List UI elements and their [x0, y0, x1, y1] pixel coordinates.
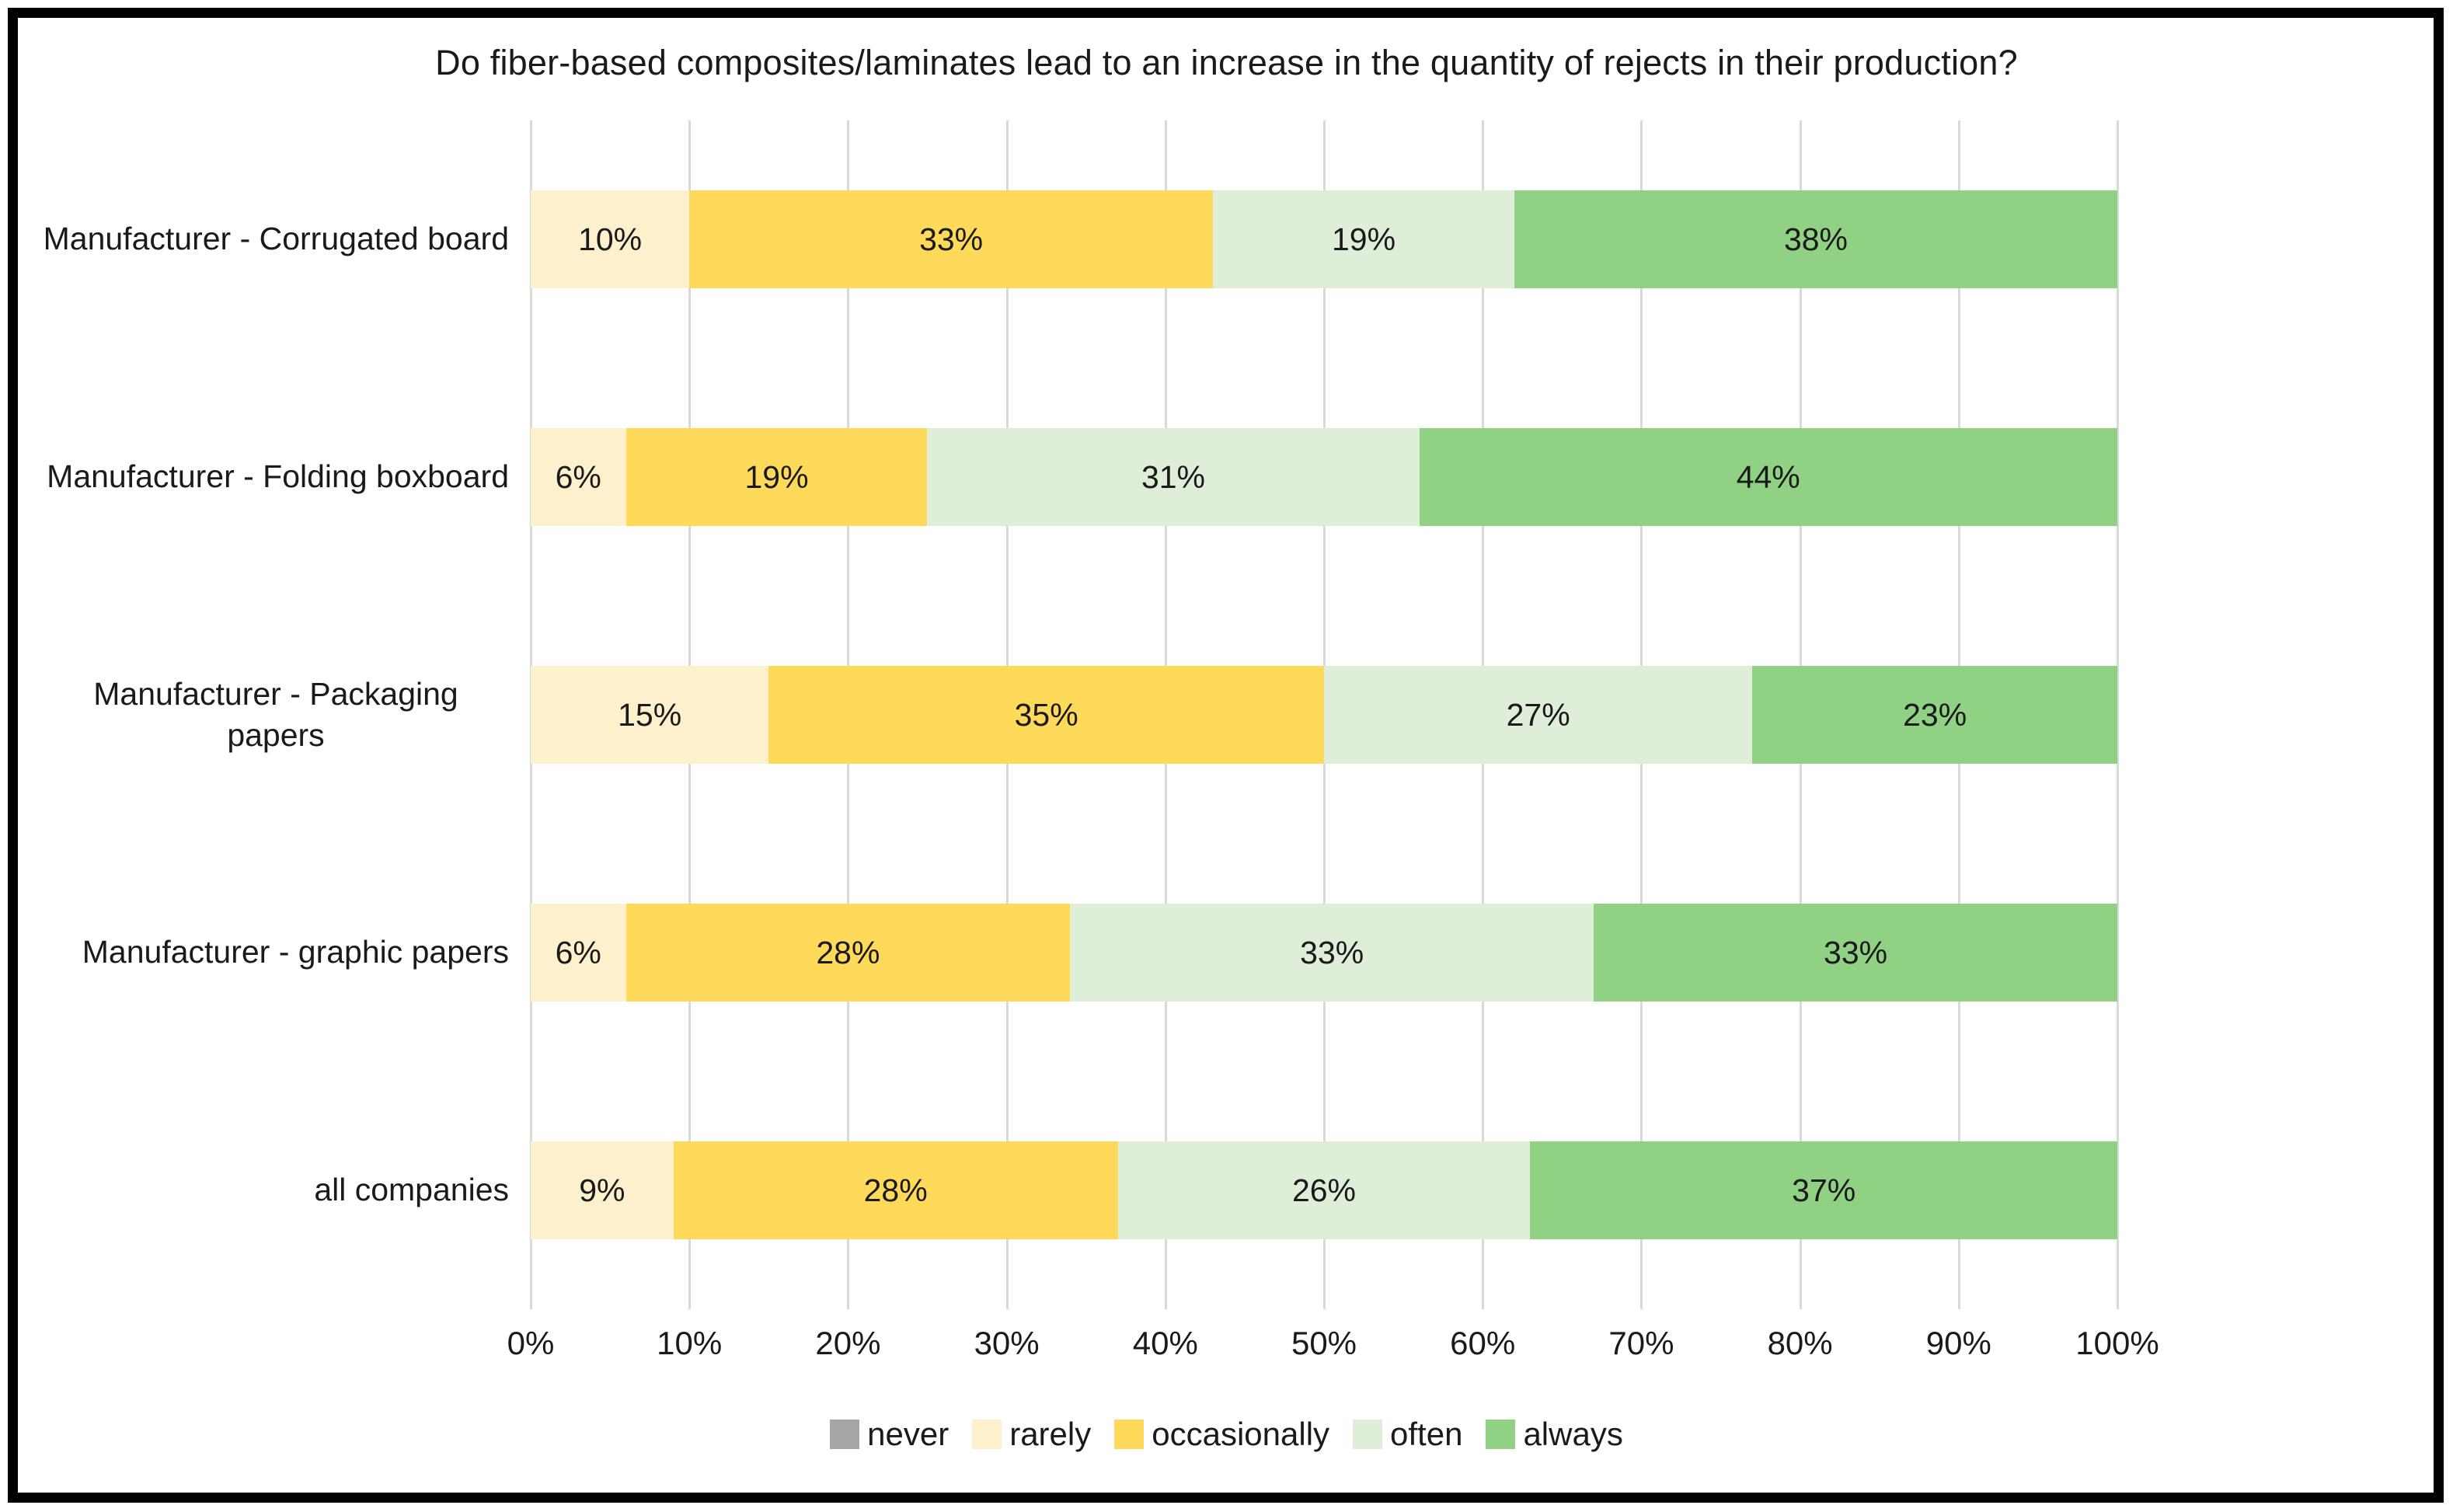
- x-axis-tick-label: 10%: [657, 1325, 723, 1361]
- bar-segment-value-label: 23%: [1903, 696, 1967, 733]
- bar-segment-value-label: 10%: [578, 221, 643, 257]
- bar-rows-layer: 10% 33% 19% 38% 6% 19% 31% 44% 15% 35% 27% 23% 6% 28%…: [531, 120, 2117, 1309]
- bar-segment-occasionally: 28%: [673, 1141, 1118, 1239]
- bar-segment-value-label: 35%: [1014, 696, 1078, 733]
- gridline: [2117, 120, 2119, 1309]
- bar-segment-value-label: 15%: [618, 696, 682, 733]
- bar-track: 10% 33% 19% 38%: [531, 190, 2117, 288]
- bar-segment-value-label: 28%: [863, 1172, 928, 1208]
- category-label: Manufacturer - Packaging papers: [93, 675, 458, 753]
- x-axis-tick-label: 90%: [1925, 1325, 1991, 1361]
- bar-row: 10% 33% 19% 38%: [531, 120, 2117, 358]
- bar-segment-occasionally: 19%: [625, 428, 928, 526]
- category-label-band: all companies: [43, 1071, 509, 1309]
- bar-track: 6% 28% 33% 33%: [531, 904, 2117, 1002]
- x-axis-tick-label: 80%: [1767, 1325, 1833, 1361]
- bar-segment-value-label: 28%: [816, 934, 880, 970]
- bar-segment-rarely: 6%: [531, 428, 626, 526]
- bar-segment-often: 31%: [927, 428, 1420, 526]
- bar-segment-occasionally: 33%: [689, 190, 1214, 288]
- bar-segment-value-label: 37%: [1792, 1172, 1856, 1208]
- x-axis-tick-label: 20%: [815, 1325, 881, 1361]
- bar-segment-rarely: 6%: [531, 904, 626, 1002]
- bar-track: 9% 28% 26% 37%: [531, 1141, 2117, 1239]
- bar-segment-value-label: 26%: [1291, 1172, 1356, 1208]
- bar-segment-always: 33%: [1594, 904, 2117, 1002]
- bar-segment-rarely: 9%: [531, 1141, 674, 1239]
- legend-item-label: always: [1523, 1416, 1623, 1452]
- bar-segment-often: 33%: [1070, 904, 1594, 1002]
- x-axis-tick-label: 40%: [1132, 1325, 1198, 1361]
- x-axis-tick-label: 70%: [1608, 1325, 1674, 1361]
- bar-row: 15% 35% 27% 23%: [531, 596, 2117, 834]
- bar-segment-value-label: 31%: [1141, 458, 1206, 495]
- category-label-band: Manufacturer - Folding boxboard: [43, 358, 509, 596]
- bar-segment-value-label: 33%: [1824, 934, 1888, 970]
- bar-segment-always: 38%: [1514, 190, 2117, 288]
- legend-item-occasionally: occasionally: [1114, 1416, 1329, 1453]
- category-label-band: Manufacturer - graphic papers: [43, 834, 509, 1071]
- bar-segment-often: 19%: [1213, 190, 1515, 288]
- bar-segment-value-label: 9%: [579, 1172, 625, 1208]
- category-label: Manufacturer - graphic papers: [82, 934, 509, 970]
- x-axis-tick-label: 50%: [1291, 1325, 1357, 1361]
- bar-segment-value-label: 44%: [1736, 458, 1800, 495]
- legend-swatch: [1114, 1420, 1145, 1449]
- bar-segment-rarely: 10%: [531, 190, 690, 288]
- bar-row: 6% 28% 33% 33%: [531, 834, 2117, 1071]
- bar-segment-rarely: 15%: [531, 666, 769, 764]
- x-axis-tick-label: 0%: [507, 1325, 555, 1361]
- legend-swatch: [830, 1420, 860, 1449]
- bar-track: 15% 35% 27% 23%: [531, 666, 2117, 764]
- legend-item-rarely: rarely: [972, 1416, 1091, 1453]
- legend: never rarely occasionally often always: [0, 1416, 2453, 1453]
- legend-item-always: always: [1486, 1416, 1623, 1453]
- bar-segment-always: 44%: [1419, 428, 2117, 526]
- plot-area: 10% 33% 19% 38% 6% 19% 31% 44% 15% 35% 27% 23% 6% 28%…: [530, 120, 2119, 1309]
- bar-segment-value-label: 33%: [1300, 934, 1364, 970]
- legend-item-label: often: [1390, 1416, 1463, 1452]
- bar-segment-often: 26%: [1117, 1141, 1531, 1239]
- bar-segment-value-label: 19%: [744, 458, 809, 495]
- legend-swatch: [1486, 1420, 1516, 1449]
- category-label-band: Manufacturer - Packaging papers: [43, 596, 509, 834]
- bar-segment-value-label: 33%: [919, 221, 984, 257]
- bar-track: 6% 19% 31% 44%: [531, 428, 2117, 526]
- category-label: Manufacturer - Corrugated board: [43, 221, 509, 257]
- legend-swatch: [1353, 1420, 1383, 1449]
- bar-segment-often: 27%: [1323, 666, 1753, 764]
- x-axis: 0% 10% 20% 30% 40% 50% 60% 70% 80% 90% 100%: [507, 1325, 2159, 1371]
- chart-title: Do fiber-based composites/laminates lead…: [435, 43, 2018, 82]
- bar-segment-value-label: 27%: [1506, 696, 1570, 733]
- bar-segment-always: 37%: [1530, 1141, 2117, 1239]
- x-axis-tick-label: 100%: [2075, 1325, 2159, 1361]
- category-label: all companies: [314, 1172, 509, 1208]
- bar-row: 6% 19% 31% 44%: [531, 358, 2117, 596]
- bar-segment-value-label: 38%: [1783, 221, 1848, 257]
- bar-segment-occasionally: 35%: [768, 666, 1324, 764]
- bar-segment-value-label: 6%: [555, 458, 601, 495]
- legend-swatch: [972, 1420, 1002, 1449]
- legend-item-often: often: [1353, 1416, 1462, 1453]
- legend-item-never: never: [830, 1416, 949, 1453]
- x-axis-tick-label: 30%: [974, 1325, 1040, 1361]
- category-label-band: Manufacturer - Corrugated board: [43, 120, 509, 358]
- bar-segment-value-label: 19%: [1332, 221, 1396, 257]
- category-label: Manufacturer - Folding boxboard: [47, 458, 509, 495]
- category-labels-column: Manufacturer - Corrugated board Manufactu…: [43, 120, 509, 1309]
- x-axis-tick-label: 60%: [1450, 1325, 1516, 1361]
- bar-segment-occasionally: 28%: [625, 904, 1071, 1002]
- legend-item-label: rarely: [1009, 1416, 1092, 1452]
- legend-item-label: never: [867, 1416, 949, 1452]
- bar-segment-always: 23%: [1752, 666, 2117, 764]
- legend-item-label: occasionally: [1152, 1416, 1330, 1452]
- bar-segment-value-label: 6%: [555, 934, 601, 970]
- bar-row: 9% 28% 26% 37%: [531, 1071, 2117, 1309]
